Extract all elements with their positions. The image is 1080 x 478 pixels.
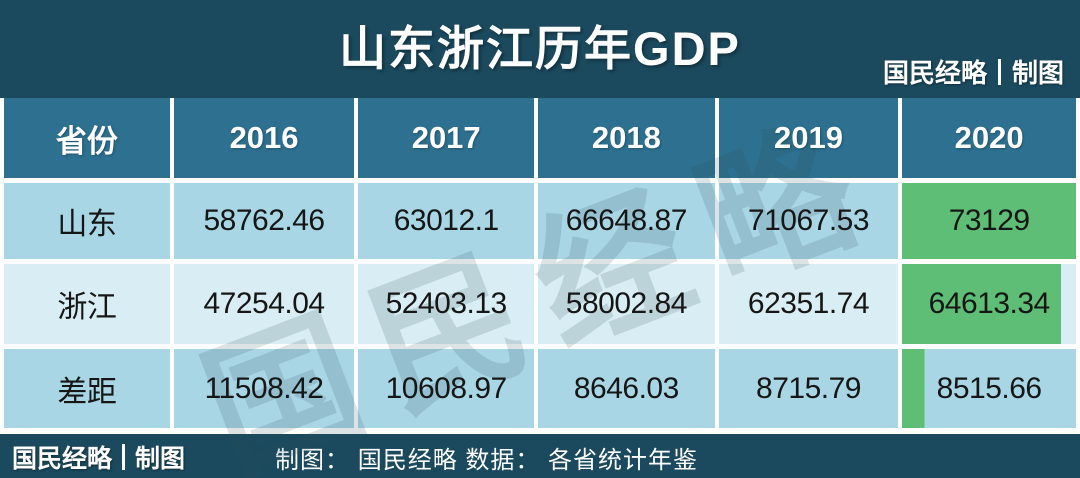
row-shandong-2016: 58762.46 [173,183,355,259]
page-title: 山东浙江历年GDP [339,22,741,75]
divider-bar-icon [122,444,126,470]
divider-bar-icon [997,58,1001,85]
brand-suffix: 制图 [135,444,186,473]
brand-badge-bottom: 国民经略 制图 [12,439,185,475]
header-cell-province: 省份 [4,98,170,178]
brand-name: 国民经略 [882,59,987,89]
row-shandong-2019: 71067.53 [718,183,899,259]
row-shandong-2017: 63012.1 [358,183,535,259]
row-shandong-2018: 66648.87 [538,183,715,259]
brand-name: 国民经略 [12,444,113,473]
footer-band: 国民经略 制图 制图： 国民经略 数据： 各省统计年鉴 [0,434,1080,478]
row-gap-2016: 11508.42 [173,349,355,428]
header-cell-2020: 2020 [902,98,1076,178]
brand-suffix: 制图 [1011,59,1064,89]
gdp-table: 国民经略 省份 2016 2017 2018 2019 2020 山东 5876… [4,92,1076,478]
header-cell-2018: 2018 [538,98,715,178]
header-cell-2016: 2016 [173,98,355,178]
brand-badge-top: 国民经略 制图 [883,53,1064,90]
row-zhejiang-2017: 52403.13 [358,264,535,344]
row-zhejiang-2019: 62351.74 [718,264,899,344]
row-gap-label: 差距 [4,349,170,428]
title-band: 山东浙江历年GDP 国民经略 制图 [0,0,1080,98]
row-zhejiang-label: 浙江 [4,264,170,344]
row-zhejiang-2018: 58002.84 [538,264,715,344]
row-gap-2017: 10608.97 [358,349,535,428]
row-shandong-label: 山东 [4,183,170,259]
row-zhejiang-2020-highlight: 64613.34 [902,264,1076,344]
credit-text: 制图： 国民经略 数据： 各省统计年鉴 [275,446,699,474]
row-gap-2020-highlight: 8515.66 [902,349,1076,428]
row-zhejiang-2016: 47254.04 [173,264,355,344]
row-gap-2018: 8646.03 [538,349,715,428]
row-gap-2019: 8715.79 [718,349,899,428]
header-cell-2019: 2019 [718,98,899,178]
header-cell-2017: 2017 [358,98,535,178]
row-shandong-2020-highlight: 73129 [902,183,1076,259]
